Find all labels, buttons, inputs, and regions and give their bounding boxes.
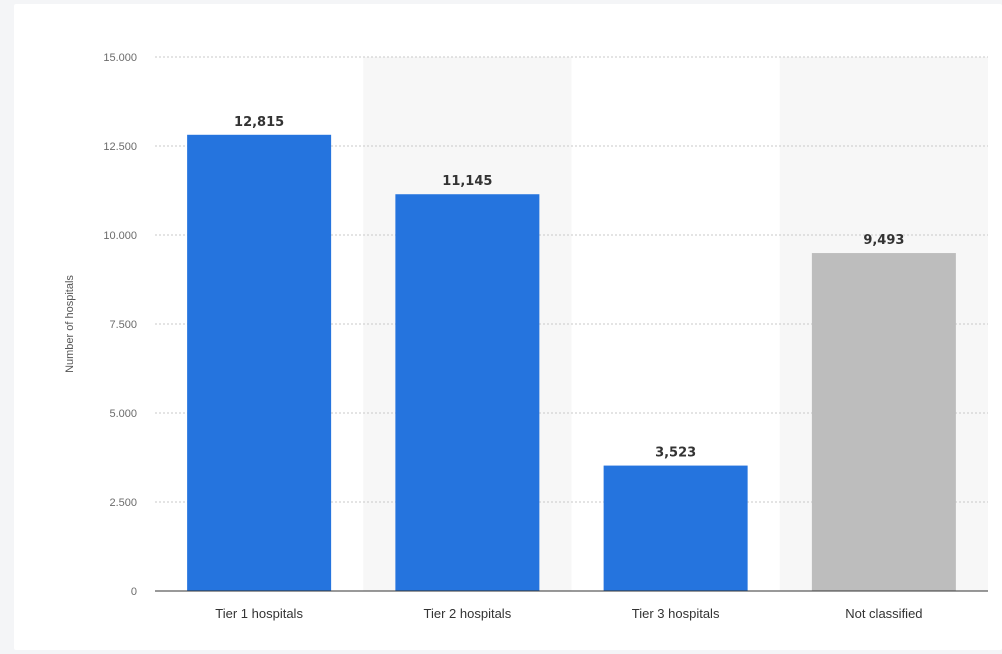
x-tick-label: Tier 1 hospitals bbox=[215, 606, 303, 621]
bar bbox=[811, 253, 956, 591]
x-tick-label: Tier 2 hospitals bbox=[424, 606, 512, 621]
x-tick-label: Not classified bbox=[845, 606, 922, 621]
data-labels: 12,815 11,145 3,523 9,493 bbox=[234, 115, 904, 461]
data-label: 11,145 bbox=[442, 174, 492, 189]
bars bbox=[187, 134, 956, 591]
y-tick-label: 5.000 bbox=[109, 408, 137, 420]
bar bbox=[603, 465, 748, 591]
y-tick-label: 15.000 bbox=[103, 52, 137, 64]
y-tick-label: 10.000 bbox=[103, 230, 137, 242]
y-axis-title: Number of hospitals bbox=[64, 275, 76, 373]
x-axis-labels: Tier 1 hospitals Tier 2 hospitals Tier 3 h… bbox=[215, 606, 922, 621]
bar bbox=[395, 194, 540, 591]
y-axis-ticks: 0 2.500 5.000 7.500 10.000 12.500 15.000 bbox=[103, 52, 137, 598]
data-label: 3,523 bbox=[655, 446, 696, 461]
x-tick-label: Tier 3 hospitals bbox=[632, 606, 720, 621]
bar bbox=[187, 134, 332, 591]
y-tick-label: 7.500 bbox=[109, 319, 137, 331]
data-label: 12,815 bbox=[234, 115, 284, 130]
y-tick-label: 0 bbox=[131, 586, 137, 598]
y-tick-label: 12.500 bbox=[103, 141, 137, 153]
gridlines bbox=[155, 56, 988, 503]
y-tick-label: 2.500 bbox=[109, 497, 137, 509]
data-label: 9,493 bbox=[863, 233, 904, 248]
